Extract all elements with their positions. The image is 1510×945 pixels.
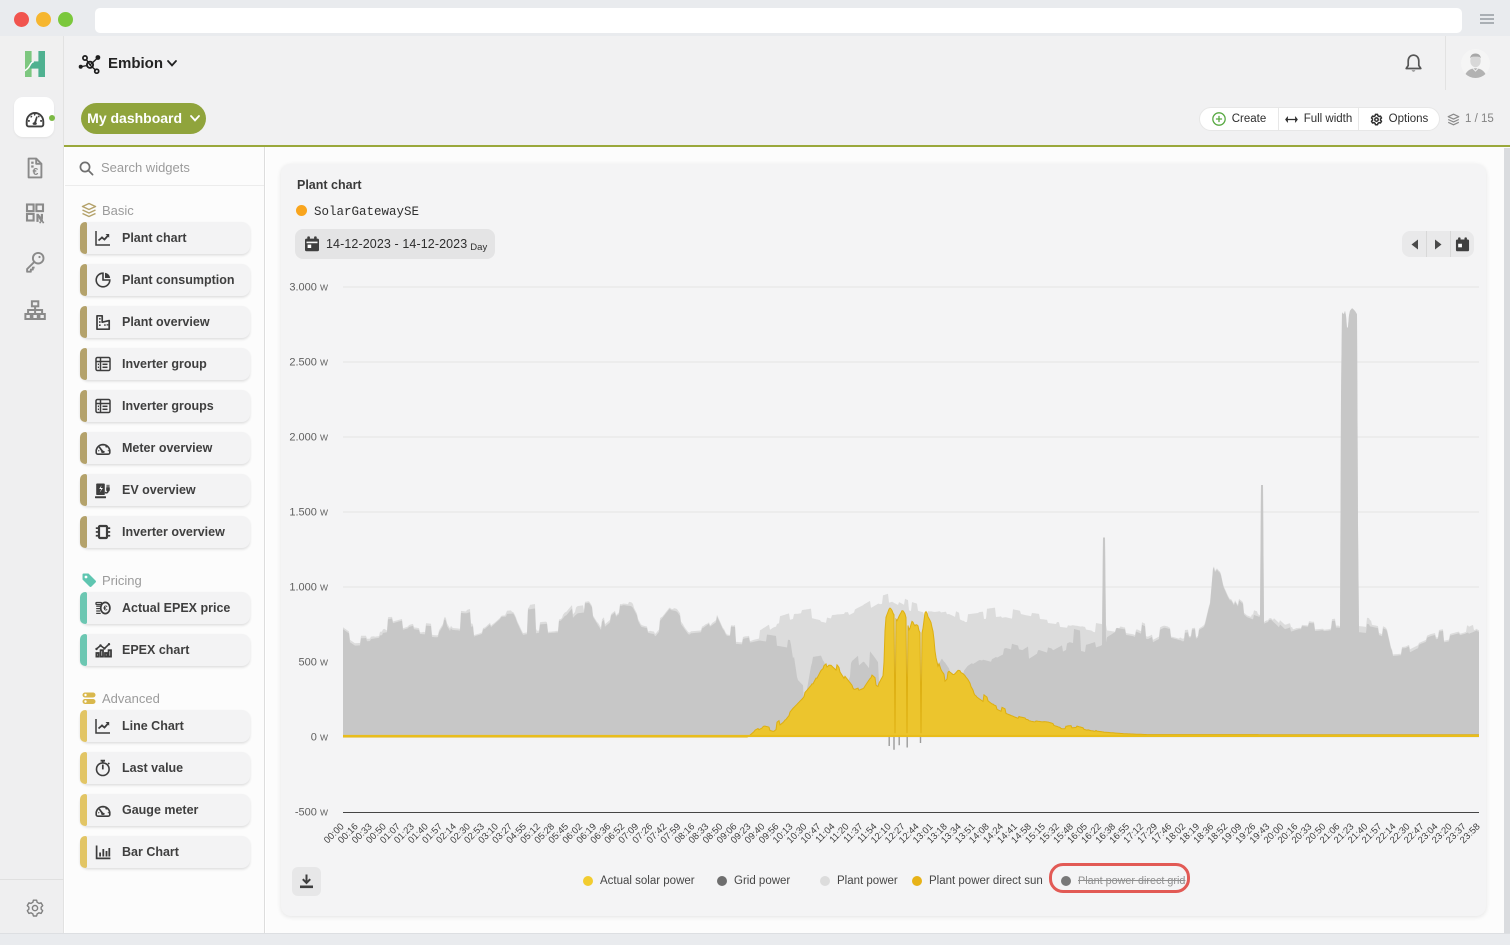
svg-text:1.000 W: 1.000 W: [289, 582, 328, 594]
svg-text:0 W: 0 W: [311, 732, 328, 744]
svg-text:2.500 W: 2.500 W: [289, 357, 328, 369]
svg-text:1.500 W: 1.500 W: [289, 507, 328, 519]
svg-text:3.000 W: 3.000 W: [289, 282, 328, 294]
svg-text:€: €: [32, 166, 38, 178]
svg-text:-500 W: -500 W: [295, 807, 328, 819]
svg-text:2.000 W: 2.000 W: [289, 432, 328, 444]
svg-text:€: €: [103, 604, 108, 613]
svg-text:500 W: 500 W: [299, 657, 328, 669]
